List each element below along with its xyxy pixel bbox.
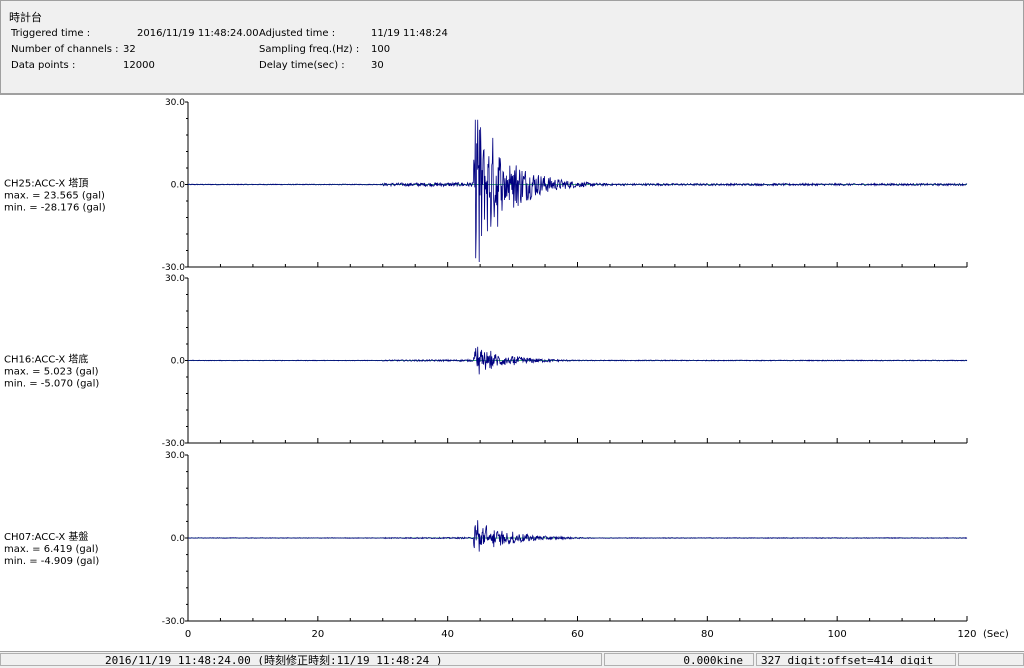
y-tick-label: 30.0	[165, 274, 185, 284]
channel-max: max. = 5.023 (gal)	[4, 367, 99, 378]
channel-name: CH25:ACC-X 塔頂	[4, 177, 88, 190]
y-tick-label: 0.0	[171, 181, 186, 191]
channels-value: 32	[123, 44, 136, 55]
y-tick-label: 30.0	[165, 98, 185, 108]
status-time: 2016/11/19 11:48:24.00 (時刻修正時刻:11/19 11:…	[0, 653, 602, 666]
info-header: 時計台 Triggered time : 2016/11/19 11:48:24…	[0, 0, 1024, 94]
status-bar: 2016/11/19 11:48:24.00 (時刻修正時刻:11/19 11:…	[0, 651, 1024, 668]
y-tick-label: 30.0	[165, 451, 185, 461]
channel-min: min. = -4.909 (gal)	[4, 556, 99, 567]
x-tick-label: 0	[185, 629, 191, 640]
x-tick-label: 80	[701, 629, 714, 640]
channel-min: min. = -5.070 (gal)	[4, 379, 99, 390]
status-empty-cell	[958, 653, 1024, 666]
channel-max: max. = 6.419 (gal)	[4, 544, 99, 555]
channel-min: min. = -28.176 (gal)	[4, 203, 106, 214]
delay-time-value: 30	[371, 60, 384, 71]
triggered-time-value: 2016/11/19 11:48:24.00	[137, 28, 259, 39]
status-digit: 327 digit:offset=414 digit	[756, 653, 956, 666]
x-tick-label: 20	[311, 629, 324, 640]
x-unit-label: (Sec)	[983, 629, 1009, 640]
sampling-freq-label: Sampling freq.(Hz) :	[259, 44, 360, 55]
waveform-0	[187, 119, 968, 263]
channel-name: CH16:ACC-X 塔底	[4, 353, 88, 366]
x-tick-label: 60	[571, 629, 584, 640]
adjusted-time-value: 11/19 11:48:24	[371, 28, 448, 39]
y-tick-label: -30.0	[162, 617, 186, 627]
adjusted-time-label: Adjusted time :	[259, 28, 336, 39]
y-tick-label: -30.0	[162, 263, 186, 273]
x-tick-label: 100	[828, 629, 847, 640]
sampling-freq-value: 100	[371, 44, 391, 55]
status-kine: 0.000kine	[604, 653, 754, 666]
channel-max: max. = 23.565 (gal)	[4, 191, 105, 202]
triggered-time-label: Triggered time :	[11, 28, 91, 39]
station-title: 時計台	[9, 11, 42, 24]
waveform-plot-area: 30.0 0.0 -30.0 CH25:ACC-X 塔頂 max. = 23.565 (…	[0, 94, 1024, 651]
waveform-1	[187, 346, 968, 375]
delay-time-label: Delay time(sec) :	[259, 60, 345, 71]
x-tick-label: 120	[957, 629, 976, 640]
channels-label: Number of channels :	[11, 44, 119, 55]
waveform-2	[188, 520, 968, 552]
channel-name: CH07:ACC-X 基盤	[4, 530, 88, 543]
x-tick-label: 40	[441, 629, 454, 640]
data-points-value: 12000	[123, 60, 155, 71]
y-tick-label: -30.0	[162, 439, 186, 449]
y-tick-label: 0.0	[171, 534, 186, 544]
data-points-label: Data points :	[11, 60, 76, 71]
y-tick-label: 0.0	[171, 357, 186, 367]
